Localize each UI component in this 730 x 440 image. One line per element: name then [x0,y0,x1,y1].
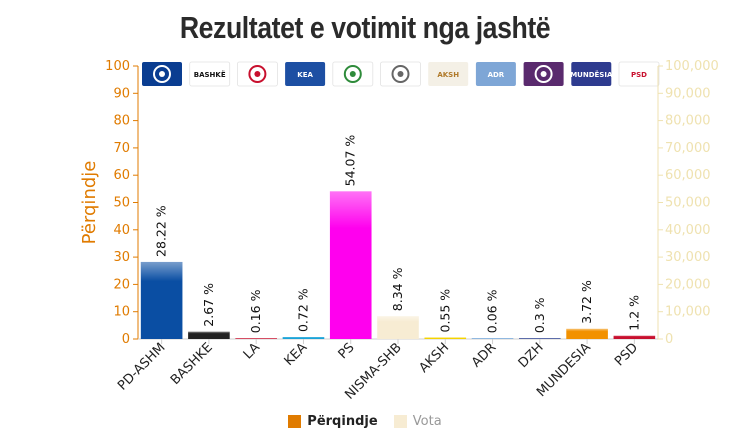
bar-chart: BASHKË KEA AKSH ADR MUNDËSIA PSD 0 0 10 10,000 20… [79,59,719,403]
y2-tick-label: 30,000 [665,250,711,265]
y2-tick-label: 90,000 [665,86,711,101]
bar-highlight [188,331,230,339]
x-tick-label: KEA [282,340,311,369]
data-label: 1.2 % [626,295,641,331]
data-label: 28.22 % [154,205,169,257]
legend-label-votes: Vota [412,414,442,429]
x-tick-label: ADR [469,340,499,370]
svg-text:KEA: KEA [297,71,313,79]
y2-tick-label: 0 [665,332,673,347]
data-label: 3.72 % [579,280,594,324]
bar-highlight [519,338,561,339]
mundesia-logo: MUNDËSIA [570,62,613,86]
x-tick-label: BASHKE [168,340,216,388]
dzh-logo [523,62,564,86]
svg-text:BASHKË: BASHKË [194,70,226,79]
y-tick-label: 0 [122,332,130,347]
legend-item-votes[interactable]: Vota [393,414,442,429]
x-tick-label: LA [241,340,263,362]
data-label: 0.72 % [295,288,310,332]
kea-logo: KEA [285,62,326,86]
y2-tick-label: 80,000 [665,114,711,129]
bar-highlight [377,316,419,339]
y2-tick-label: 100,000 [665,59,719,74]
data-label: 0.55 % [437,289,452,333]
svg-text:PSD: PSD [631,71,647,79]
legend: Përqindje Vota [0,414,730,432]
data-label: 0.16 % [248,289,263,333]
y2-tick-label: 20,000 [665,277,711,292]
pd-logo [142,62,182,86]
legend-item-percent[interactable]: Përqindje [288,414,378,429]
x-tick-label: PS [336,340,358,362]
y-axis-title: Përqindje [79,161,100,245]
y2-tick-label: 50,000 [665,196,711,211]
bar-highlight [613,335,656,339]
aksh-logo: AKSH [428,62,469,86]
bar-highlight [235,338,277,339]
legend-label-percent: Përqindje [307,414,378,429]
data-label: 8.34 % [390,267,405,311]
legend-swatch-votes [393,415,407,428]
la-logo [236,61,278,87]
bar-highlight [282,337,325,339]
bashke-logo: BASHKË [189,61,231,87]
y-tick-label: 100 [105,59,130,74]
bar-highlight [471,338,514,339]
nisma-logo [380,61,421,87]
legend-swatch-percent [288,415,302,428]
bar-highlight [329,191,372,339]
bar-highlight [140,261,183,339]
y-tick-label: 90 [113,86,130,101]
svg-text:ADR: ADR [488,71,505,79]
data-label: 2.67 % [201,283,216,327]
y-tick-label: 50 [113,196,130,211]
y-tick-label: 10 [113,305,130,320]
x-tick-label: PSD [612,340,641,369]
y-tick-label: 80 [113,114,130,129]
data-label: 54.07 % [343,135,358,187]
svg-text:MUNDËSIA: MUNDËSIA [570,70,613,79]
adr-logo: ADR [475,62,516,86]
y-tick-label: 30 [113,250,130,265]
y2-tick-label: 40,000 [665,223,711,238]
svg-text:AKSH: AKSH [437,71,459,79]
data-label: 0.3 % [532,297,547,333]
y-tick-label: 70 [113,141,130,156]
x-tick-label: AKSH [416,340,452,376]
psd-logo: PSD [618,61,660,87]
ps-logo [332,61,374,87]
y-tick-label: 40 [113,223,130,238]
y-tick-label: 60 [113,168,130,183]
chart-title: Rezultatet e votimit nga jashtë [179,10,551,45]
y-tick-label: 20 [113,277,130,292]
y2-tick-label: 10,000 [665,305,711,320]
y2-tick-label: 60,000 [665,168,711,183]
x-tick-label: PD-ASHM [115,340,168,393]
data-label: 0.06 % [485,289,500,333]
bar-highlight [424,337,467,339]
bar-highlight [566,328,608,339]
x-tick-label: DZH [516,340,547,371]
y2-tick-label: 70,000 [665,141,711,156]
